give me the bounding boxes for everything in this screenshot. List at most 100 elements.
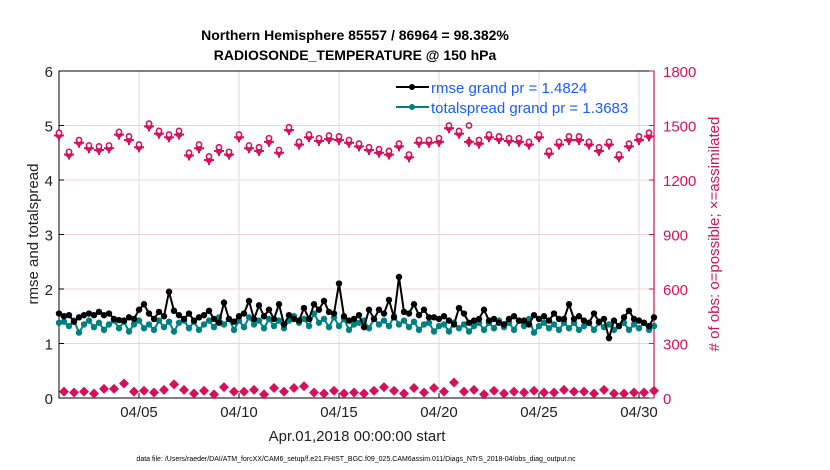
totalspread-point [175, 319, 183, 326]
rmse-point [75, 314, 83, 321]
totalspread-point [55, 319, 63, 326]
totalspread-point [430, 328, 438, 335]
totalspread-point [195, 326, 203, 334]
legend-rmse-marker [409, 84, 415, 90]
x-tick-label: 04/30 [620, 404, 658, 421]
obs-possible-marker [545, 147, 553, 155]
rmse-point [535, 315, 543, 323]
totalspread-point [230, 326, 238, 334]
rmse-point [400, 308, 408, 316]
rmse-point [325, 308, 333, 316]
obs-possible-marker [65, 148, 73, 156]
rmse-point [595, 318, 603, 325]
obs-possible-marker [555, 138, 563, 146]
obs-minor-marker [209, 389, 219, 400]
obs-minor-marker [419, 387, 429, 398]
totalspread-point [220, 321, 228, 328]
totalspread-point [380, 317, 388, 324]
obs-minor-marker [119, 378, 129, 389]
totalspread-point [580, 322, 588, 330]
rmse-point [90, 311, 98, 319]
obs-minor-marker [219, 382, 229, 393]
totalspread-point [590, 326, 598, 334]
obs-possible-marker [605, 138, 613, 146]
rmse-point [615, 322, 623, 330]
y-axis-label-right: # of obs: o=possible; ×=assimilated [706, 117, 723, 352]
totalspread-point [245, 314, 253, 321]
totalspread-point [155, 317, 163, 324]
right-tick-label: 0 [663, 391, 671, 408]
rmse-point [570, 315, 578, 323]
obs-possible-marker [635, 132, 643, 140]
totalspread-point [465, 328, 473, 335]
totalspread-point [200, 321, 208, 328]
obs-minor-marker [629, 387, 639, 398]
obs-minor-marker [169, 379, 179, 390]
totalspread-point [205, 317, 213, 324]
obs-minor-marker [439, 386, 449, 397]
rmse-point [630, 315, 638, 323]
obs-possible-marker [565, 132, 573, 140]
rmse-point [450, 321, 458, 328]
totalspread-point [275, 317, 283, 324]
obs-possible-marker [305, 131, 313, 138]
rmse-point [140, 301, 148, 308]
rmse-point [605, 334, 613, 342]
right-tick-label: 300 [663, 337, 688, 354]
totalspread-point [420, 321, 428, 328]
totalspread-point [445, 328, 453, 335]
totalspread-point [530, 329, 538, 336]
rmse-point [205, 307, 213, 314]
obs-minor-marker [519, 387, 529, 398]
totalspread-point [90, 323, 98, 331]
totalspread-point [185, 325, 193, 332]
obs-minor-marker [359, 388, 369, 399]
rmse-point [65, 311, 73, 319]
left-tick-label: 0 [45, 391, 53, 408]
totalspread-point [105, 321, 113, 328]
rmse-point [620, 314, 628, 321]
rmse-point [225, 315, 233, 323]
rmse-point [80, 311, 88, 319]
rmse-point [160, 313, 168, 320]
obs-minor-marker [469, 384, 479, 395]
obs-minor-marker [579, 386, 589, 397]
rmse-point [175, 311, 183, 319]
totalspread-point [635, 325, 643, 332]
rmse-point [385, 296, 393, 304]
totalspread-point [415, 326, 423, 334]
totalspread-point [255, 317, 263, 324]
totalspread-point [510, 326, 518, 334]
rmse-point [195, 314, 203, 321]
rmse-point [130, 315, 138, 323]
rmse-point [580, 317, 588, 324]
obs-possible-marker [295, 138, 303, 146]
obs-possible-marker [395, 140, 403, 148]
obs-possible-marker [265, 134, 273, 142]
totalspread-point [520, 322, 528, 330]
totalspread-point [650, 322, 658, 330]
rmse-point [380, 310, 388, 317]
rmse-point [510, 313, 518, 320]
obs-possible-marker [245, 142, 253, 149]
rmse-point [345, 317, 353, 324]
rmse-point [200, 311, 208, 319]
rmse-point [275, 301, 283, 308]
totalspread-point [470, 322, 478, 330]
rmse-point [250, 315, 258, 323]
obs-minor-marker [329, 385, 339, 396]
obs-possible-marker [115, 128, 123, 136]
rmse-point [555, 315, 563, 323]
totalspread-point [165, 318, 173, 325]
obs-possible-marker [585, 138, 593, 146]
obs-minor-marker [229, 386, 239, 397]
totalspread-point [630, 321, 638, 328]
obs-minor-marker [259, 389, 269, 400]
obs-possible-marker [185, 149, 193, 157]
rmse-point [420, 306, 428, 313]
obs-minor-marker [269, 383, 279, 394]
obs-minor-marker [129, 386, 139, 397]
rmse-point [610, 317, 618, 324]
totalspread-point [435, 322, 443, 330]
rmse-point [465, 319, 473, 326]
